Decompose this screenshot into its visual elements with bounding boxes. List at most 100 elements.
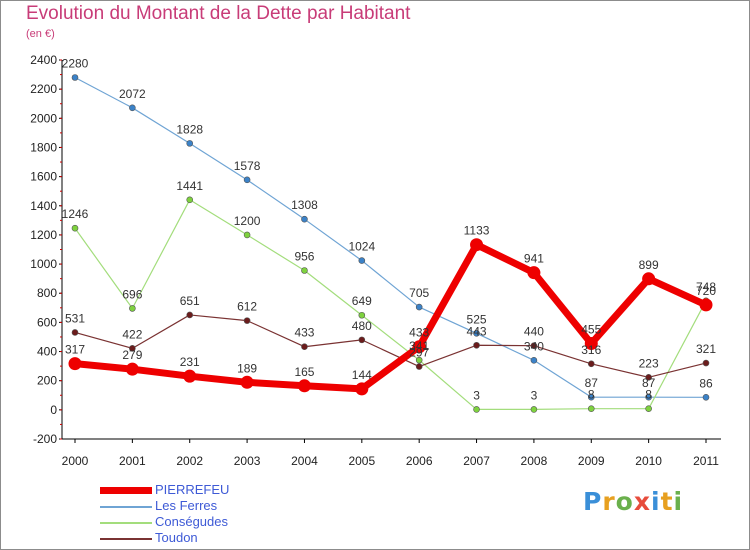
data-label: 8	[645, 388, 652, 402]
data-point	[642, 272, 656, 286]
y-tick-label: 1600	[30, 170, 57, 184]
series-line	[74, 314, 707, 378]
series-cons-gudes	[71, 196, 710, 413]
logo-letter: i	[673, 487, 684, 516]
x-tick-label: 2008	[521, 454, 548, 468]
data-label: 316	[581, 343, 601, 357]
data-point	[301, 267, 308, 274]
data-label: 1578	[234, 159, 261, 173]
y-tick-label: 1000	[30, 257, 57, 271]
data-point	[415, 356, 423, 364]
chart-subtitle: (en €)	[26, 28, 55, 40]
y-tick-label: 200	[37, 374, 57, 388]
y-tick-label: 1800	[30, 140, 57, 154]
data-label: 696	[122, 287, 142, 301]
data-point	[243, 317, 251, 324]
data-label: 612	[237, 300, 257, 314]
data-point	[530, 356, 538, 364]
data-label: 189	[237, 361, 257, 375]
data-point	[186, 196, 194, 204]
data-label: 297	[409, 346, 429, 360]
data-label: 1246	[62, 207, 89, 221]
data-label: 1133	[464, 224, 490, 238]
data-point	[415, 303, 423, 311]
data-point	[129, 104, 136, 112]
data-label: 87	[585, 376, 599, 390]
legend-swatch	[100, 538, 152, 540]
series-line	[74, 199, 707, 411]
data-point	[415, 363, 423, 370]
data-label: 480	[352, 319, 372, 333]
data-label: 341	[409, 339, 429, 353]
data-point	[584, 337, 598, 351]
x-tick-label: 2009	[578, 454, 605, 468]
data-label: 705	[409, 286, 429, 300]
data-point	[473, 406, 480, 413]
data-point	[301, 343, 308, 351]
data-point	[71, 224, 79, 232]
x-tick-label: 2005	[348, 454, 375, 468]
data-label: 433	[294, 326, 314, 340]
data-point	[243, 231, 251, 239]
data-label: 531	[65, 311, 85, 325]
data-label: 440	[524, 325, 544, 339]
legend-label: Toudon	[155, 530, 198, 545]
data-label: 1024	[348, 240, 375, 254]
data-label: 1308	[291, 198, 318, 212]
logo-letter: r	[602, 487, 616, 516]
data-point	[530, 342, 538, 350]
data-label: 956	[294, 249, 314, 263]
logo-letter: t	[660, 487, 674, 516]
data-label: 455	[581, 323, 601, 337]
chart-title: Evolution du Montant de la Dette par Hab…	[26, 3, 411, 24]
y-tick-label: 2400	[30, 53, 57, 67]
data-label: 899	[639, 258, 659, 272]
data-label: 433	[409, 326, 429, 340]
data-point	[71, 74, 79, 81]
data-label: 223	[639, 356, 659, 370]
x-tick-label: 2006	[406, 454, 433, 468]
data-point	[355, 382, 369, 396]
data-label: 3	[473, 388, 480, 402]
data-point	[473, 330, 480, 337]
data-point	[645, 405, 652, 412]
data-point	[702, 359, 710, 367]
data-point	[129, 305, 136, 312]
data-label: 720	[696, 284, 716, 298]
data-point	[358, 311, 366, 319]
data-point	[243, 176, 251, 184]
data-point	[183, 369, 197, 383]
logo-letter: x	[633, 487, 651, 516]
data-point	[699, 298, 713, 312]
data-label: 649	[352, 294, 372, 308]
y-tick-label: 1200	[30, 228, 57, 242]
data-point	[358, 336, 366, 344]
data-label: 443	[467, 324, 487, 338]
data-label: 144	[352, 368, 372, 382]
data-point	[645, 393, 652, 401]
data-point	[71, 329, 79, 336]
data-point	[186, 140, 194, 147]
y-tick-label: 400	[37, 345, 57, 359]
logo-letter: o	[615, 487, 634, 516]
data-point	[470, 238, 484, 252]
data-label: 651	[180, 294, 200, 308]
series-les-ferres	[71, 74, 710, 401]
x-tick-label: 2001	[119, 454, 146, 468]
legend-swatch	[100, 506, 152, 508]
data-label: 1828	[176, 122, 203, 136]
x-tick-label: 2003	[234, 454, 261, 468]
legend-swatch	[100, 487, 152, 494]
data-point	[129, 345, 136, 352]
data-label: 422	[122, 327, 142, 341]
y-tick-label: 0	[50, 403, 57, 417]
data-label: 317	[65, 343, 85, 357]
y-tick-label: 600	[37, 315, 57, 329]
logo-letter: i	[651, 487, 661, 516]
x-tick-label: 2011	[693, 454, 719, 468]
data-label: 8	[588, 388, 595, 402]
data-point	[240, 375, 254, 389]
data-label: 2280	[62, 56, 89, 70]
proxiti-logo: Proxiti	[583, 487, 683, 516]
